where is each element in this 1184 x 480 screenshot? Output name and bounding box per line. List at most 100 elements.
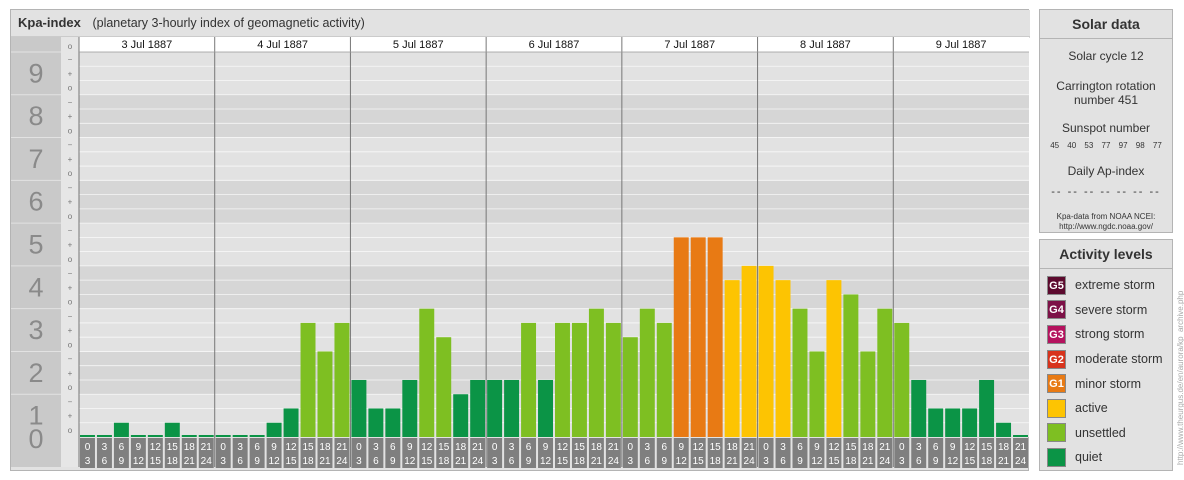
time-cell [80, 438, 95, 468]
time-cell [402, 438, 418, 468]
time-start-label: 18 [319, 442, 331, 453]
kp-bar [351, 379, 367, 437]
time-start-label: 18 [862, 442, 874, 453]
sub-tick-label: + [68, 283, 73, 292]
time-start-label: 3 [780, 442, 786, 453]
sub-tick-label: o [68, 212, 73, 221]
time-end-label: 15 [557, 456, 569, 467]
time-start-label: 18 [998, 442, 1010, 453]
activity-level-item: G2 moderate storm [1040, 347, 1172, 372]
carrington-rotation: Carrington rotation number 451 [1040, 79, 1172, 107]
time-start-label: 0 [763, 442, 769, 453]
time-start-label: 0 [356, 442, 362, 453]
kp-bar [147, 435, 163, 437]
kp-bar [622, 337, 638, 437]
time-start-label: 0 [899, 442, 905, 453]
time-end-label: 18 [710, 456, 722, 467]
time-start-label: 15 [438, 442, 450, 453]
time-cell [368, 438, 384, 468]
time-start-label: 15 [845, 442, 857, 453]
kp-bar [164, 422, 180, 437]
time-cell [656, 438, 672, 468]
subtick-column [61, 37, 79, 467]
time-cell [877, 438, 893, 468]
kp-bar [538, 379, 553, 437]
time-cell [198, 438, 214, 468]
sub-tick-label: + [68, 112, 73, 121]
time-start-label: 0 [220, 442, 226, 453]
sub-tick-label: − [68, 183, 73, 192]
time-end-label: 3 [492, 456, 498, 467]
kp-bar [673, 237, 689, 437]
kp-bar [453, 394, 469, 437]
kp-bar [385, 408, 401, 437]
sub-tick-label: o [68, 426, 73, 435]
time-start-label: 21 [744, 442, 756, 453]
kp-bar [368, 408, 384, 437]
time-start-label: 15 [981, 442, 993, 453]
activity-level-swatch [1047, 398, 1066, 418]
time-end-label: 15 [693, 456, 705, 467]
time-end-label: 24 [1015, 456, 1027, 467]
time-cell [232, 438, 248, 468]
kp-bar [877, 308, 893, 437]
time-end-label: 3 [628, 456, 634, 467]
kp-bar [80, 435, 95, 437]
y-tick-label: 8 [28, 101, 43, 131]
y-tick-label: 9 [28, 58, 43, 88]
kp-bar [436, 337, 452, 437]
activity-levels-panel: Activity levels G5 extreme storm G4 severe … [1039, 239, 1173, 471]
time-start-label: 9 [678, 442, 684, 453]
kp-bar [639, 308, 655, 437]
time-start-label: 3 [916, 442, 922, 453]
time-start-label: 21 [201, 442, 213, 453]
time-end-label: 21 [591, 456, 603, 467]
time-end-label: 21 [998, 456, 1010, 467]
time-end-label: 15 [285, 456, 297, 467]
kp-bar [656, 322, 672, 437]
level-band [79, 223, 1029, 266]
kp-bar [979, 379, 995, 437]
time-cell [996, 438, 1012, 468]
time-cell [266, 438, 282, 468]
time-cell [436, 438, 452, 468]
sub-tick-label: + [68, 69, 73, 78]
kp-bar [605, 322, 621, 437]
time-end-label: 12 [540, 456, 552, 467]
time-start-label: 12 [150, 442, 162, 453]
time-cell [843, 438, 859, 468]
level-band [79, 180, 1029, 224]
day-header-strip [79, 37, 1029, 52]
time-start-label: 6 [119, 442, 125, 453]
time-cell [147, 438, 163, 468]
ap-index-label: Daily Ap-index [1067, 164, 1145, 178]
sub-tick-label: − [68, 397, 73, 406]
y-tick-label: 0 [28, 424, 43, 454]
time-start-label: 3 [645, 442, 651, 453]
time-cell [215, 438, 231, 468]
time-cell [894, 438, 910, 468]
time-start-label: 21 [879, 442, 891, 453]
time-cell [130, 438, 146, 468]
time-cell [741, 438, 757, 468]
time-cell [334, 438, 350, 468]
level-column [11, 37, 61, 467]
kp-bar [945, 408, 961, 437]
sub-tick-label: − [68, 141, 73, 150]
time-cell [962, 438, 978, 468]
time-start-label: 9 [814, 442, 820, 453]
sub-tick-label: − [68, 269, 73, 278]
sub-tick-label: + [68, 412, 73, 421]
sub-tick-label: + [68, 155, 73, 164]
time-end-label: 24 [336, 456, 348, 467]
solar-data-panel: Solar data Solar cycle 12 Carrington rot… [1039, 9, 1173, 233]
time-start-label: 12 [557, 442, 569, 453]
time-end-label: 12 [676, 456, 688, 467]
carrington-line-2: number 451 [1073, 93, 1139, 107]
activity-level-swatch: G5 [1047, 275, 1066, 295]
activity-level-label: quiet [1075, 450, 1103, 465]
time-start-label: 0 [85, 442, 91, 453]
kp-bar [317, 351, 333, 437]
time-end-label: 9 [254, 456, 260, 467]
